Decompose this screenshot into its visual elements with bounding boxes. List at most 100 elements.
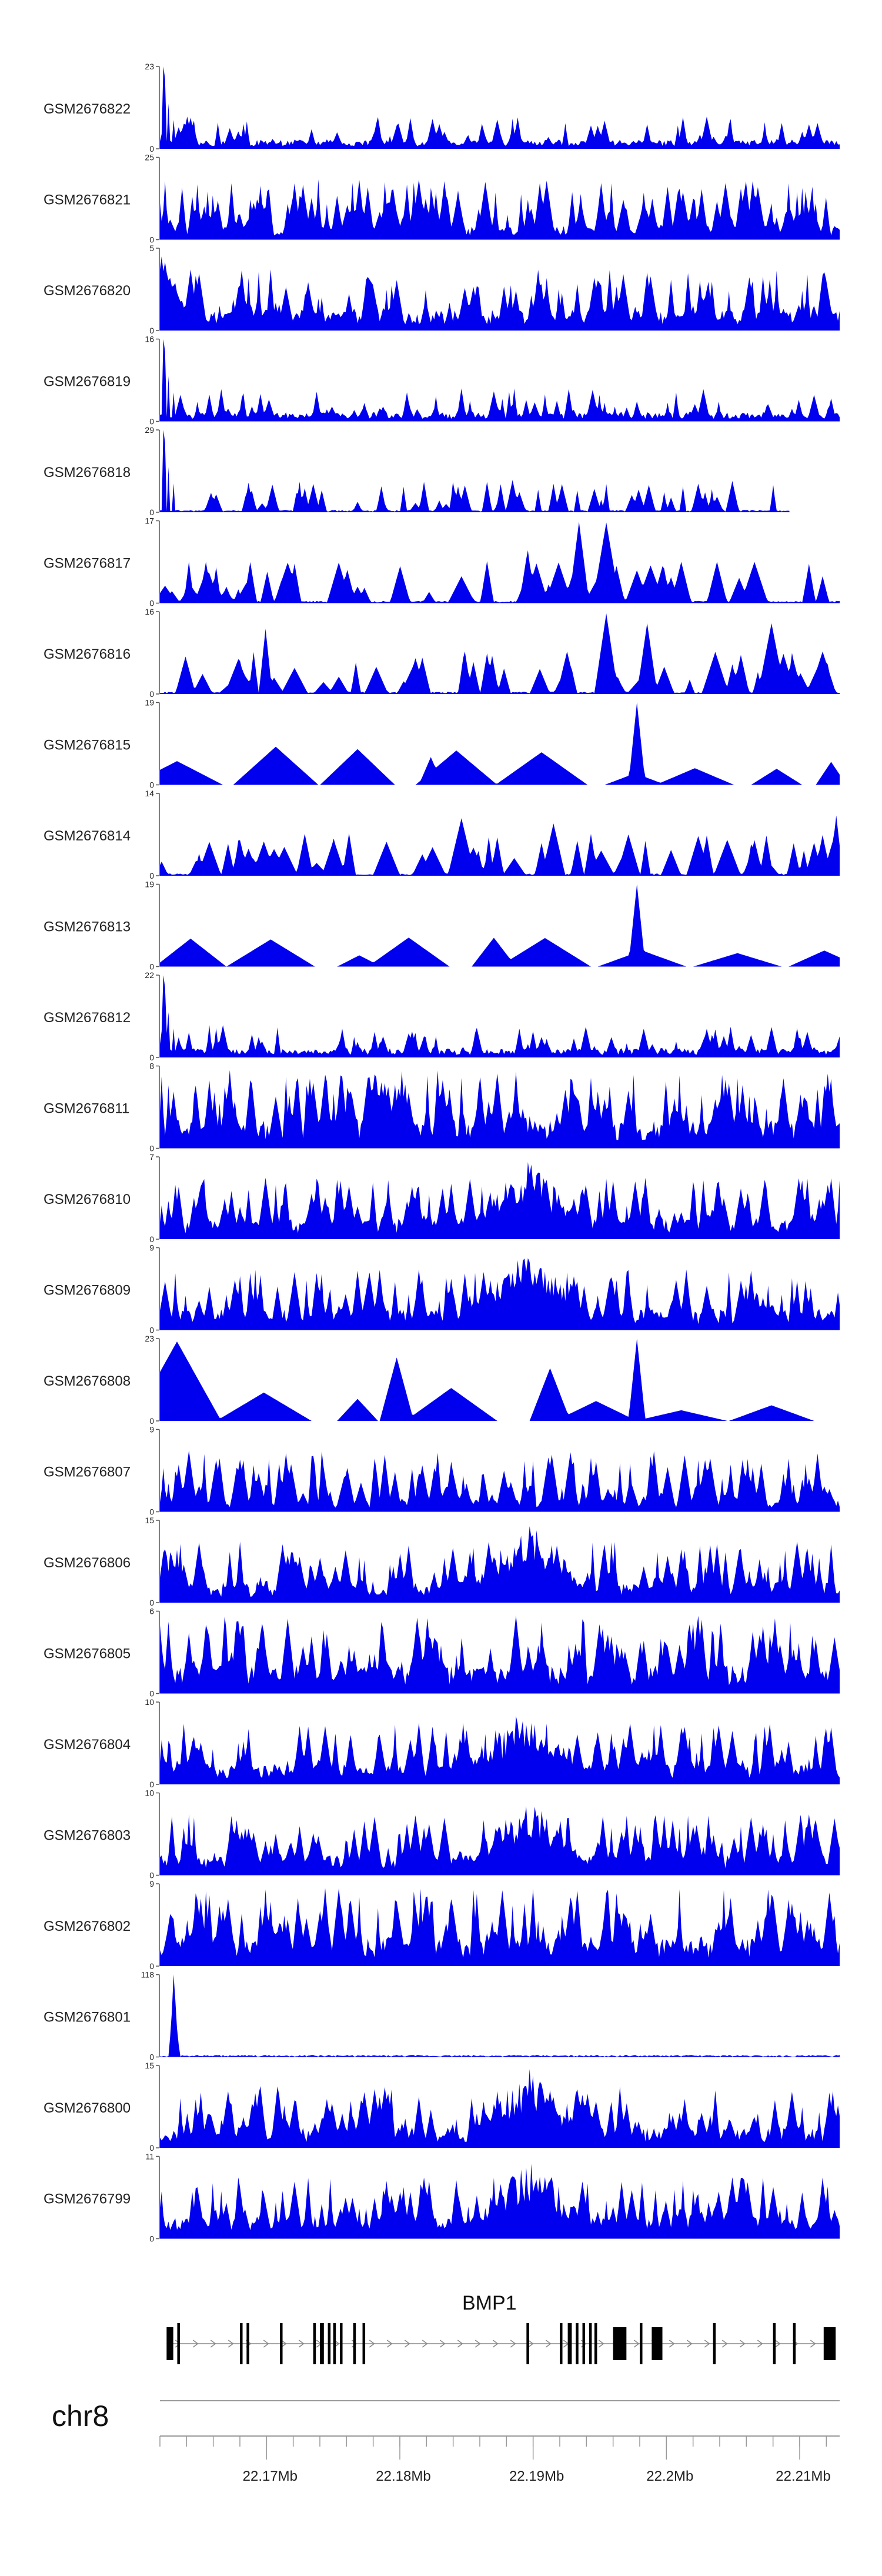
y-min-label: 0	[149, 144, 154, 154]
track-GSM2676804: GSM2676804 10 0	[44, 1697, 840, 1789]
x-tick-label: 22.19Mb	[509, 2468, 564, 2484]
track-GSM2676807: GSM2676807 9 0	[44, 1425, 840, 1517]
track-GSM2676821: GSM2676821 25 0	[44, 153, 840, 245]
exon	[773, 2323, 776, 2364]
track-GSM2676806: GSM2676806 15 0	[44, 1516, 840, 1607]
sample-label: GSM2676805	[44, 1646, 131, 1662]
track-GSM2676808: GSM2676808 23 0	[44, 1334, 840, 1426]
y-min-label: 0	[149, 508, 154, 517]
strand-arrow	[545, 2340, 552, 2348]
track-GSM2676815: GSM2676815 19 0	[44, 698, 840, 790]
sample-label: GSM2676815	[44, 738, 131, 753]
exon	[526, 2323, 529, 2364]
y-max-label: 5	[149, 243, 154, 253]
sample-label: GSM2676821	[44, 192, 131, 208]
y-min-label: 0	[149, 1961, 154, 1971]
strand-arrow	[757, 2340, 763, 2348]
coverage-area	[160, 2069, 840, 2148]
track-GSM2676813: GSM2676813 19 0	[44, 880, 840, 972]
coverage-area	[160, 815, 840, 876]
coverage-area	[160, 1339, 840, 1421]
coverage-area	[160, 1258, 840, 1330]
sample-label: GSM2676820	[44, 283, 131, 299]
y-max-label: 23	[145, 62, 154, 71]
coverage-area	[160, 1974, 840, 2057]
y-min-label: 0	[149, 1507, 154, 1517]
strand-arrow	[263, 2340, 269, 2348]
y-min-label: 0	[149, 1780, 154, 1789]
exon	[560, 2323, 563, 2364]
sample-label: GSM2676806	[44, 1555, 131, 1571]
exon	[280, 2323, 283, 2364]
track-GSM2676805: GSM2676805 6 0	[44, 1607, 840, 1699]
track-GSM2676811: GSM2676811 8 0	[44, 1062, 840, 1153]
y-max-label: 19	[145, 880, 154, 889]
coverage-area	[160, 256, 840, 331]
y-max-label: 29	[145, 425, 154, 435]
track-GSM2676812: GSM2676812 22 0	[44, 970, 840, 1062]
sample-label: GSM2676808	[44, 1373, 131, 1389]
track-GSM2676816: GSM2676816 16 0	[44, 607, 840, 699]
y-max-label: 17	[145, 516, 154, 526]
y-max-label: 7	[149, 1152, 154, 1162]
y-max-label: 11	[145, 2152, 154, 2161]
y-min-label: 0	[149, 780, 154, 790]
strand-arrow	[492, 2340, 499, 2348]
sample-label: GSM2676799	[44, 2191, 131, 2207]
exon	[594, 2323, 597, 2364]
coverage-area	[160, 975, 840, 1057]
track-GSM2676801: GSM2676801 118 0	[44, 1970, 840, 2062]
coverage-area	[160, 1070, 840, 1149]
y-min-label: 0	[149, 1871, 154, 1880]
strand-arrow	[510, 2340, 516, 2348]
strand-arrow	[386, 2340, 393, 2348]
strand-arrow	[439, 2340, 446, 2348]
strand-arrow	[192, 2340, 199, 2348]
y-min-label: 0	[149, 2053, 154, 2062]
track-GSM2676800: GSM2676800 15 0	[44, 2061, 840, 2153]
sample-label: GSM2676804	[44, 1737, 131, 1753]
strand-arrow	[527, 2340, 534, 2348]
y-min-label: 0	[149, 599, 154, 608]
strand-arrow	[633, 2340, 640, 2348]
strand-arrow	[404, 2340, 410, 2348]
track-GSM2676809: GSM2676809 9 0	[44, 1243, 840, 1335]
track-GSM2676819: GSM2676819 16 0	[44, 335, 840, 426]
track-GSM2676799: GSM2676799 11 0	[44, 2152, 840, 2244]
strand-arrow	[774, 2340, 781, 2348]
coverage-area	[160, 522, 840, 603]
exon	[613, 2327, 627, 2360]
strand-arrow	[369, 2340, 375, 2348]
exon	[166, 2327, 173, 2360]
exon	[567, 2323, 572, 2364]
strand-arrow	[228, 2340, 234, 2348]
strand-arrow	[739, 2340, 746, 2348]
strand-arrow	[810, 2340, 816, 2348]
y-max-label: 19	[145, 698, 154, 708]
y-max-label: 8	[149, 1062, 154, 1071]
y-min-label: 0	[149, 1326, 154, 1335]
exon	[652, 2327, 663, 2360]
coverage-area	[160, 339, 840, 422]
sample-label: GSM2676801	[44, 2010, 131, 2026]
y-max-label: 10	[145, 1697, 154, 1707]
track-GSM2676802: GSM2676802 9 0	[44, 1879, 840, 1971]
strand-arrow	[598, 2340, 604, 2348]
strand-arrow	[704, 2340, 710, 2348]
strand-arrow	[298, 2340, 305, 2348]
sample-label: GSM2676817	[44, 556, 131, 572]
strand-arrow	[210, 2340, 216, 2348]
sample-label: GSM2676811	[44, 1101, 129, 1117]
exon	[320, 2323, 324, 2364]
coverage-area	[160, 1615, 840, 1694]
exon	[328, 2323, 331, 2364]
sample-label: GSM2676816	[44, 646, 131, 662]
sample-label: GSM2676814	[44, 828, 131, 844]
exon	[240, 2323, 243, 2364]
x-tick-label: 22.21Mb	[776, 2468, 830, 2484]
y-min-label: 0	[149, 2234, 154, 2244]
exon	[362, 2323, 366, 2364]
track-GSM2676820: GSM2676820 5 0	[44, 243, 840, 335]
coverage-area	[160, 613, 840, 694]
